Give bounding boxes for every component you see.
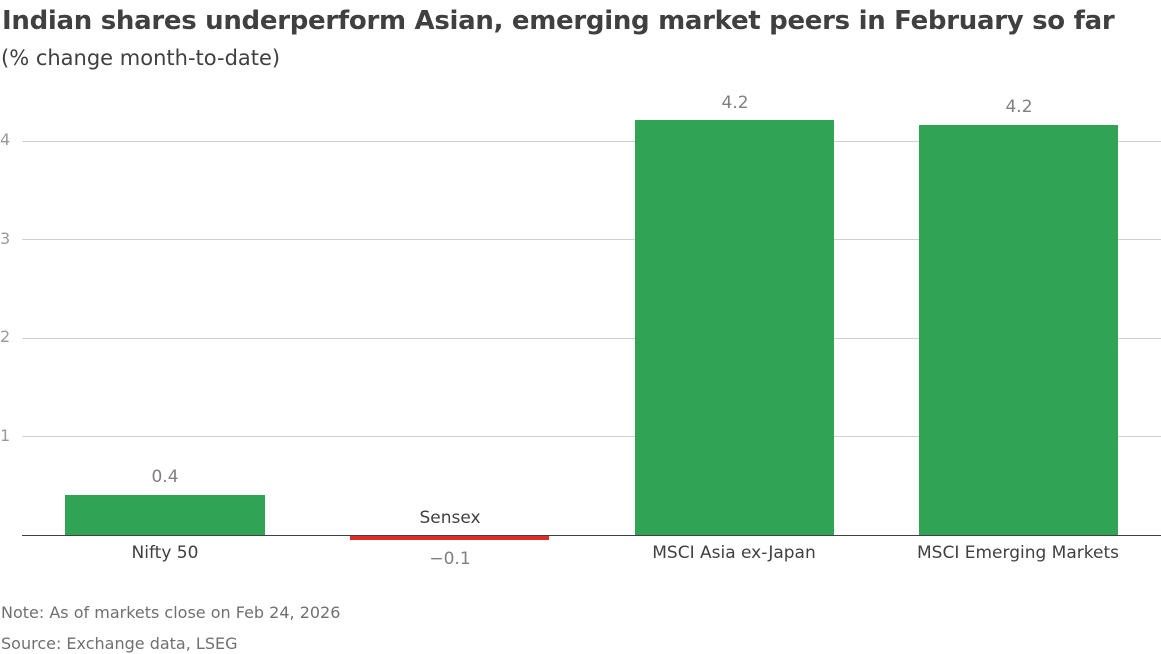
- footnote: Note: As of markets close on Feb 24, 202…: [1, 603, 341, 622]
- category-label-msci-em: MSCI Emerging Markets: [917, 543, 1119, 563]
- gridline-1: [22, 436, 1161, 437]
- category-label-msci-asia: MSCI Asia ex-Japan: [652, 543, 816, 563]
- y-tick-2: 2: [0, 327, 11, 346]
- chart-title: Indian shares underperform Asian, emergi…: [2, 6, 1115, 36]
- bar-sensex: [350, 536, 549, 540]
- bar-msci-emerging-markets: [919, 125, 1118, 535]
- gridline-2: [22, 338, 1161, 339]
- y-tick-3: 3: [0, 229, 11, 248]
- y-tick-4: 4: [0, 130, 11, 149]
- value-label-nifty-50: 0.4: [151, 467, 179, 487]
- source-note: Source: Exchange data, LSEG: [1, 634, 238, 653]
- value-label-msci-em: 4.2: [1005, 97, 1033, 117]
- gridline-4: [22, 141, 1161, 142]
- value-label-sensex: −0.1: [429, 549, 471, 569]
- y-tick-1: 1: [0, 426, 11, 445]
- category-label-nifty-50: Nifty 50: [131, 543, 199, 563]
- bar-msci-asia-ex-japan: [635, 120, 834, 535]
- zero-baseline: [22, 535, 1161, 536]
- value-label-msci-asia: 4.2: [721, 93, 749, 113]
- category-label-sensex: Sensex: [419, 508, 481, 528]
- chart-subtitle: (% change month-to-date): [1, 46, 281, 70]
- bar-nifty-50: [65, 495, 265, 535]
- gridline-3: [22, 239, 1161, 240]
